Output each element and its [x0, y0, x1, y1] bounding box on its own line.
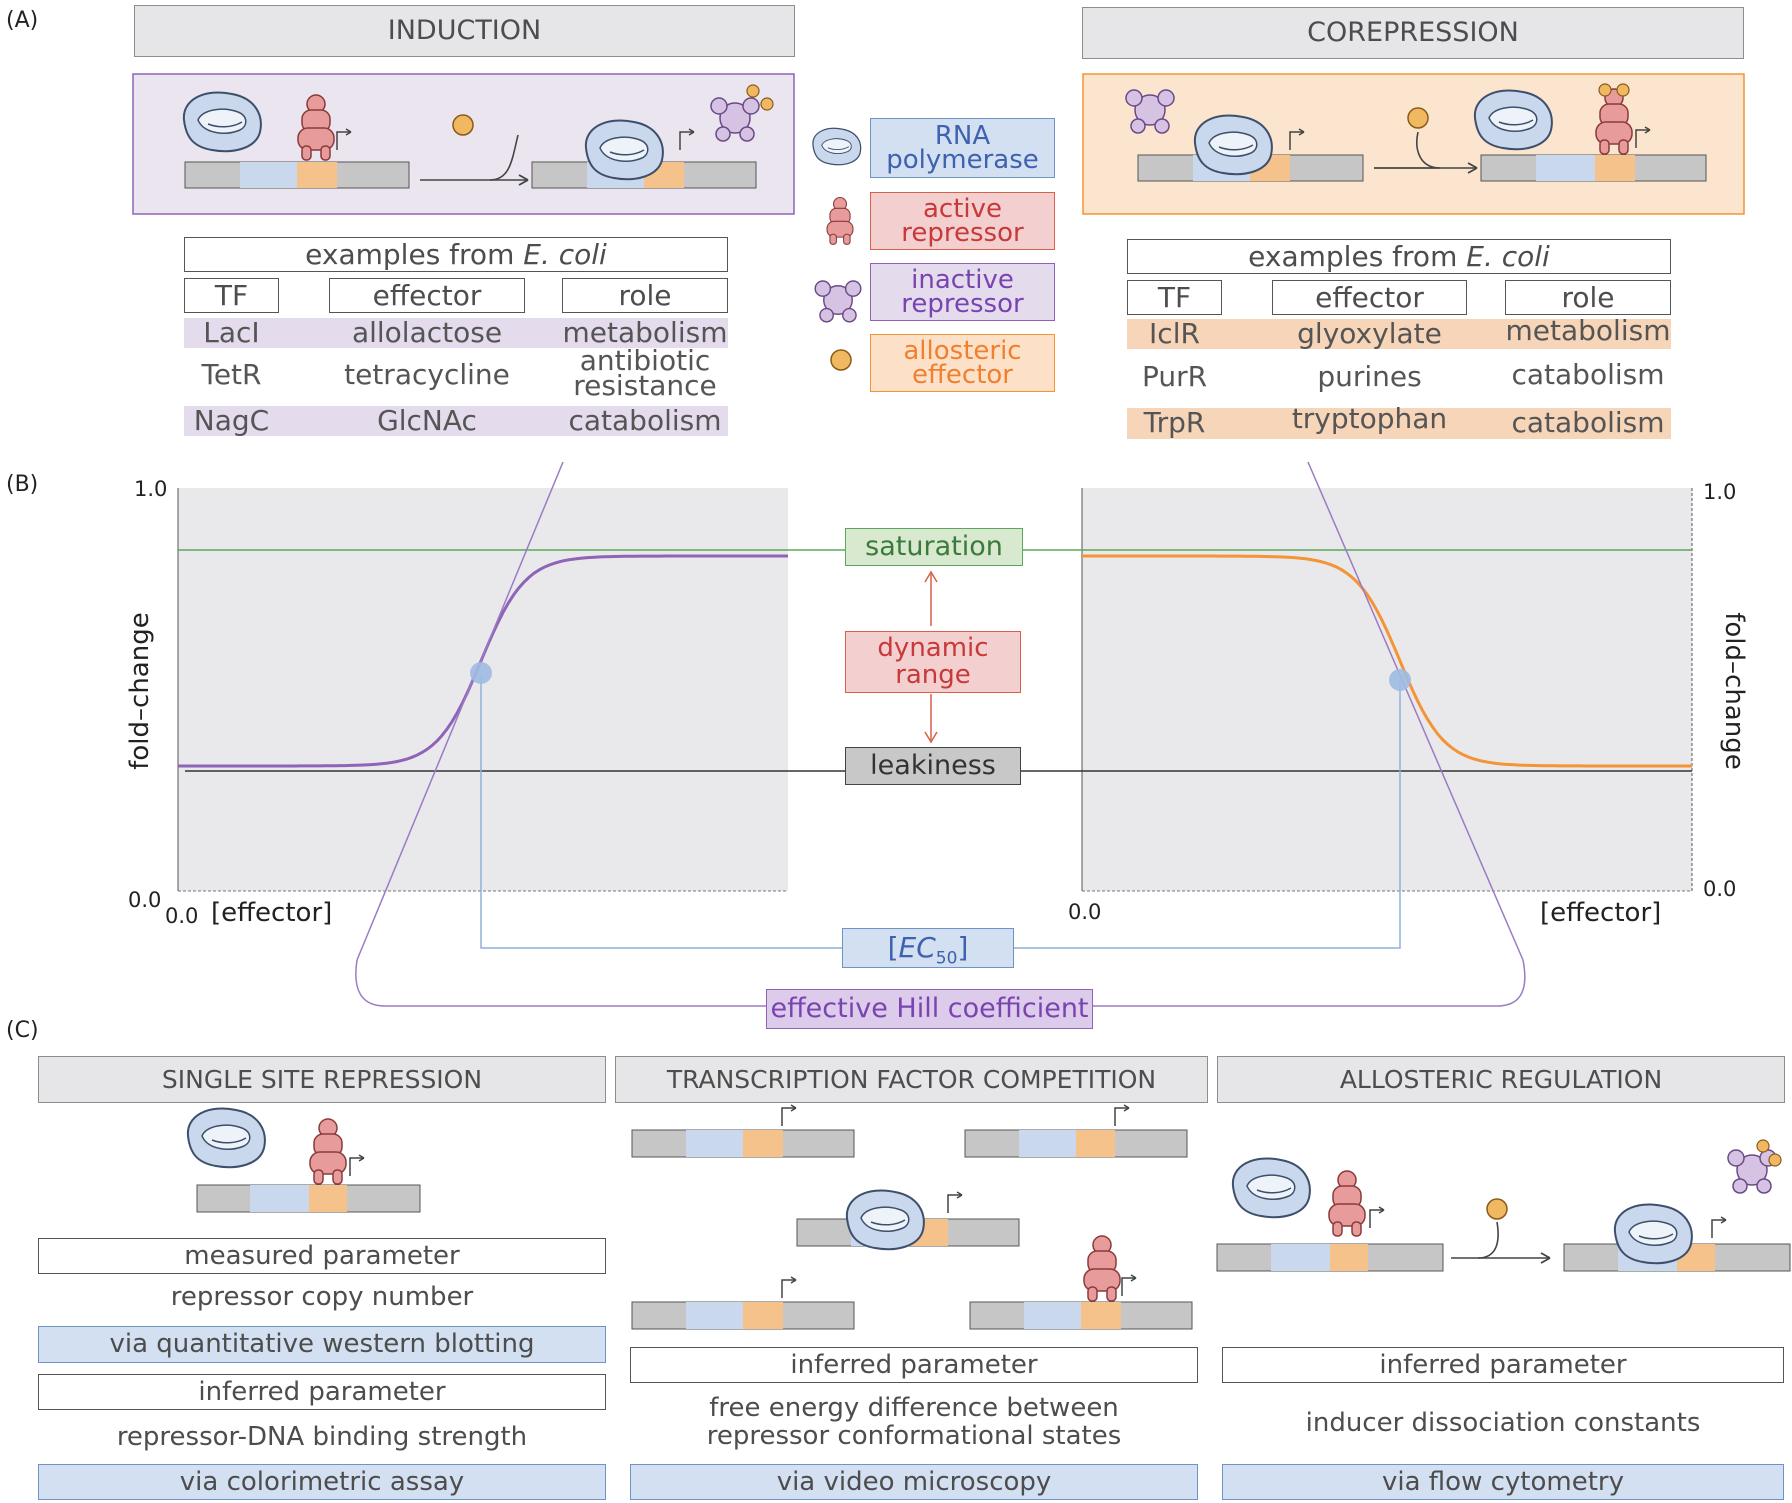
corepression-header-effector: effector: [1272, 280, 1467, 315]
induction-header-role: role: [562, 278, 728, 313]
single-site-inferred-value: repressor-DNA binding strength: [116, 1422, 528, 1452]
induction-tf-2: TetR: [201, 358, 262, 391]
corepression-tf-2: PurR: [1141, 360, 1208, 393]
corepression-header-role: role: [1505, 280, 1671, 315]
induction-tf-1: LacI: [203, 316, 260, 349]
induction-table-caption: examples from E. coli: [184, 237, 728, 272]
saturation-label: saturation: [845, 528, 1023, 566]
corepression-role-2: catabolism: [1511, 358, 1665, 391]
induction-role-2: antibiotic resistance: [573, 344, 717, 402]
allosteric-inferred-value: inducer dissociation constants: [1305, 1408, 1701, 1438]
competition-inferred-label: inferred parameter: [630, 1347, 1198, 1383]
allosteric-title: ALLOSTERIC REGULATION: [1217, 1056, 1785, 1103]
legend-allosteric-effector: allosteric effector: [870, 334, 1055, 392]
allosteric-inferred-label: inferred parameter: [1222, 1347, 1784, 1383]
left-ytick-top: 1.0: [134, 477, 168, 501]
competition-inferred-method: via video microscopy: [630, 1464, 1198, 1500]
corepression-effector-2: purines: [1317, 360, 1422, 393]
panel-label-b: (B): [6, 472, 39, 497]
allosteric-inferred-method: via flow cytometry: [1222, 1464, 1784, 1500]
induction-effector-2: tetracycline: [344, 358, 510, 391]
ec50-label: [EC50]: [842, 928, 1014, 969]
single-site-measured-method: via quantitative western blotting: [38, 1326, 606, 1363]
left-plot-area: [178, 488, 788, 891]
corepression-role-3: catabolism: [1511, 406, 1665, 439]
single-site-measured-label: measured parameter: [38, 1238, 606, 1274]
corepression-header-tf: TF: [1127, 280, 1222, 315]
panel-label-c: (C): [6, 1018, 39, 1043]
single-site-inferred-method: via colorimetric assay: [38, 1464, 606, 1500]
competition-inferred-value: free energy difference between repressor …: [706, 1393, 1122, 1451]
right-xtick: 0.0: [1068, 900, 1102, 924]
ec50-point-right: [1389, 669, 1411, 691]
left-xtick: 0.0: [165, 904, 199, 928]
left-ylabel: fold–change: [125, 612, 155, 770]
leakiness-label: leakiness: [845, 747, 1021, 785]
legend-inactive-repressor: inactive repressor: [870, 263, 1055, 321]
competition-title: TRANSCRIPTION FACTOR COMPETITION: [615, 1056, 1208, 1103]
induction-row-1: [184, 318, 728, 348]
corepression-effector-3: tryptophan: [1291, 402, 1448, 435]
single-site-measured-value: repressor copy number: [170, 1282, 474, 1312]
right-ylabel: fold–change: [1719, 612, 1749, 770]
left-xlabel: [effector]: [211, 898, 333, 928]
legend-rnap: RNA polymerase: [870, 118, 1055, 178]
corepression-title: COREPRESSION: [1082, 7, 1744, 59]
legend-active-repressor: active repressor: [870, 192, 1055, 250]
corepression-curve: [1082, 554, 1692, 768]
right-xlabel: [effector]: [1540, 898, 1662, 928]
right-ytick-bottom: 0.0: [1703, 877, 1737, 901]
ec50-point-left: [470, 662, 492, 684]
single-site-title: SINGLE SITE REPRESSION: [38, 1056, 606, 1103]
induction-role-1: metabolism: [562, 316, 728, 349]
hill-coefficient-label: effective Hill coefficient: [766, 989, 1093, 1029]
induction-tf-3: NagC: [193, 404, 270, 437]
right-plot-area: [1082, 488, 1692, 891]
right-ytick-top: 1.0: [1703, 480, 1737, 504]
corepression-effector-1: glyoxylate: [1297, 317, 1442, 350]
dynamic-range-label: dynamic range: [845, 631, 1021, 693]
induction-title: INDUCTION: [134, 5, 795, 57]
corepression-table-caption: examples from E. coli: [1127, 239, 1671, 274]
left-ytick-bottom: 0.0: [128, 888, 162, 912]
corepression-row-1: [1127, 319, 1671, 349]
panel-label-a: (A): [6, 8, 39, 33]
corepression-tf-3: TrpR: [1143, 406, 1206, 439]
induction-effector-1: allolactose: [351, 316, 503, 349]
induction-role-3: catabolism: [568, 404, 722, 437]
induction-effector-3: GlcNAc: [377, 404, 477, 437]
corepression-tf-1: IclR: [1149, 317, 1200, 350]
single-site-inferred-label: inferred parameter: [38, 1374, 606, 1410]
induction-row-3: [184, 406, 728, 436]
induction-header-effector: effector: [329, 278, 525, 313]
induction-header-tf: TF: [184, 278, 279, 313]
corepression-role-1: metabolism: [1505, 314, 1671, 347]
corepression-row-3: [1127, 408, 1671, 439]
